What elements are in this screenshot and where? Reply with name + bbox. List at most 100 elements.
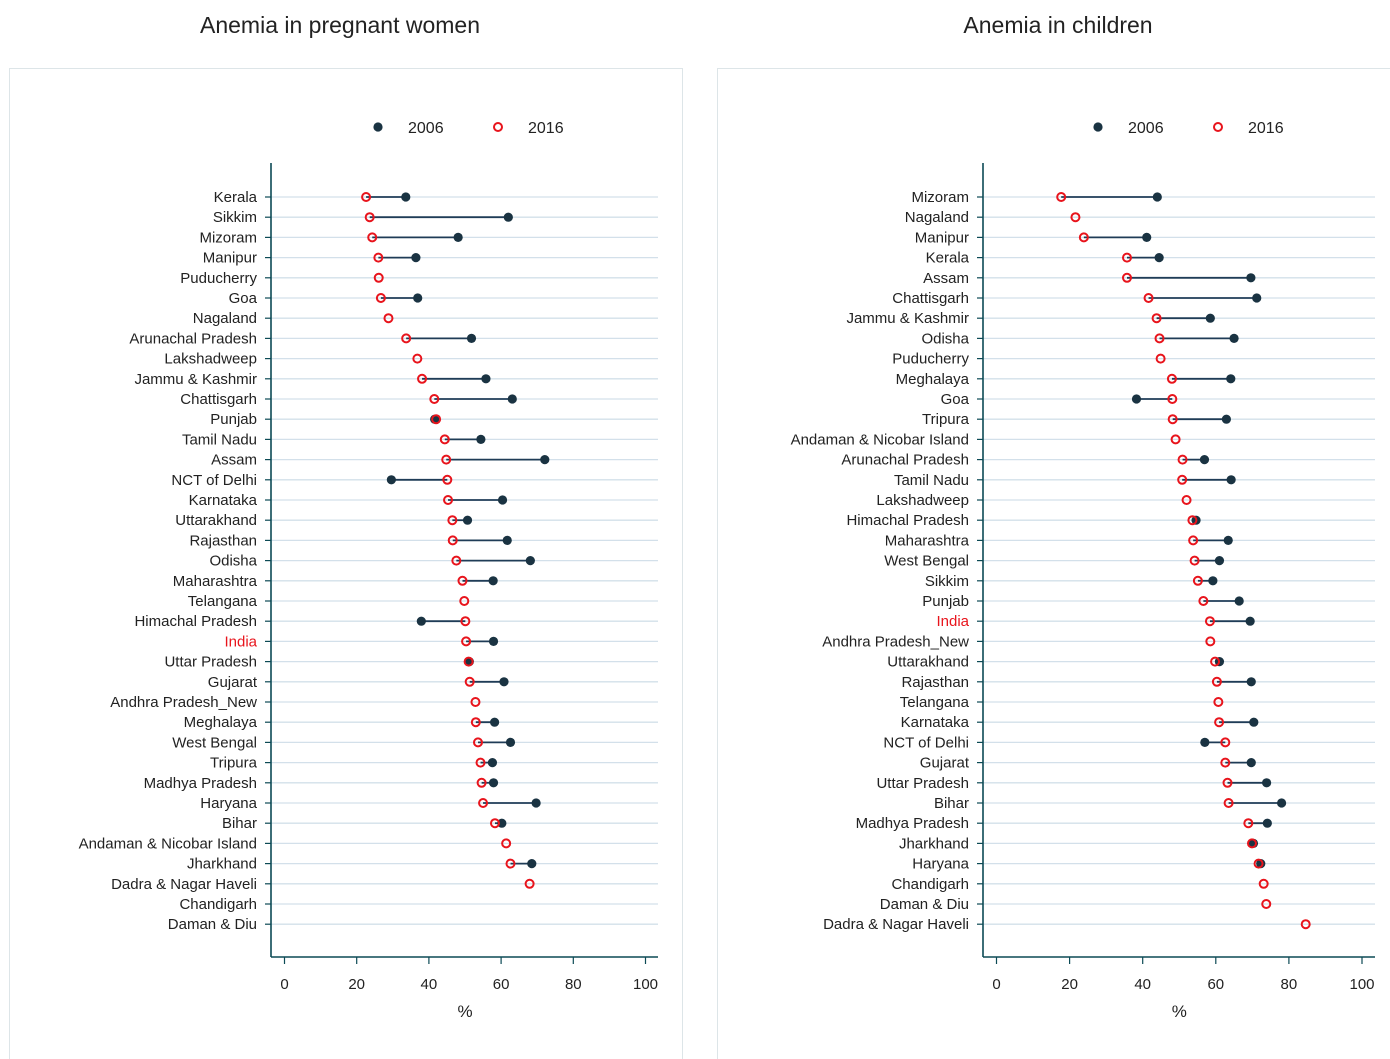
x-tick-label: 60 <box>493 976 510 993</box>
marker-2016 <box>1205 636 1216 647</box>
marker-2006 <box>1246 677 1256 687</box>
x-tick-label: 80 <box>565 976 582 993</box>
marker-2016 <box>1214 717 1225 728</box>
marker-2016 <box>1154 333 1165 344</box>
category-label: Odisha <box>921 330 969 347</box>
marker-2016 <box>417 373 428 384</box>
category-label: Tripura <box>210 755 258 772</box>
marker-2006 <box>1221 414 1231 424</box>
marker-2016 <box>442 474 453 485</box>
marker-2016 <box>457 575 468 586</box>
category-label: Manipur <box>203 250 257 267</box>
legend-marker-2016 <box>493 122 503 132</box>
category-label: Madhya Pradesh <box>856 815 969 832</box>
marker-2016 <box>470 697 481 707</box>
marker-2006 <box>453 232 463 242</box>
x-tick-label: 100 <box>1349 976 1374 993</box>
marker-2006 <box>1200 737 1210 748</box>
marker-2016 <box>1261 899 1272 909</box>
category-label: Dadra & Nagar Haveli <box>823 916 969 933</box>
marker-2016 <box>475 757 486 768</box>
marker-2016 <box>1222 777 1233 788</box>
category-label: Andhra Pradesh_New <box>822 633 969 650</box>
category-label: Lakshadweep <box>164 351 257 368</box>
marker-2016 <box>1210 656 1221 667</box>
marker-2006 <box>507 394 517 404</box>
category-label: India <box>224 633 257 650</box>
marker-2006 <box>1262 778 1272 788</box>
marker-2006 <box>416 616 426 626</box>
chart-children: Mizoram Nagaland Manipur Kerala Assam Chattis… <box>791 120 1375 1021</box>
marker-2016 <box>1166 373 1177 384</box>
marker-2016 <box>1220 757 1231 768</box>
category-label: Meghalaya <box>896 371 970 388</box>
x-tick-label: 80 <box>1281 976 1298 993</box>
marker-2016 <box>470 717 481 728</box>
marker-2016 <box>464 676 475 687</box>
marker-2016 <box>1187 515 1198 526</box>
marker-2006 <box>1229 333 1239 343</box>
category-label: Haryana <box>912 856 969 873</box>
legend-label-2016: 2016 <box>1248 120 1284 137</box>
category-label: Arunachal Pradesh <box>129 330 257 347</box>
category-label: Uttar Pradesh <box>164 654 257 671</box>
marker-2016 <box>1170 434 1181 445</box>
x-tick-label: 20 <box>1061 976 1078 993</box>
marker-2016 <box>1189 555 1200 566</box>
marker-2016 <box>1177 454 1188 465</box>
marker-2016 <box>1223 798 1234 808</box>
marker-2016 <box>361 192 372 202</box>
category-label: Goa <box>941 391 970 408</box>
category-label: Andhra Pradesh_New <box>110 694 257 711</box>
category-label: Gujarat <box>920 755 970 772</box>
marker-2006 <box>1199 455 1210 465</box>
marker-2016 <box>1300 919 1311 930</box>
marker-2006 <box>540 455 550 465</box>
marker-2016 <box>476 777 487 788</box>
category-label: Maharashtra <box>885 532 970 549</box>
category-label: Puducherry <box>180 270 257 287</box>
marker-2006 <box>1226 475 1236 485</box>
x-tick-label: 40 <box>1134 976 1151 993</box>
marker-2016 <box>501 838 512 849</box>
marker-2016 <box>1258 878 1269 889</box>
marker-2016 <box>1181 495 1192 505</box>
category-label: Manipur <box>915 229 969 246</box>
category-label: Sikkim <box>925 573 969 590</box>
category-label: Rajasthan <box>189 532 257 549</box>
chart-title-pregnant-women: Anemia in pregnant women <box>200 12 480 38</box>
marker-2016 <box>1211 676 1222 687</box>
marker-2016 <box>447 535 458 546</box>
category-label: Bihar <box>934 795 969 812</box>
marker-2016 <box>461 636 472 647</box>
marker-2006 <box>525 556 535 566</box>
category-label: Bihar <box>222 815 257 832</box>
legend-label-2016: 2016 <box>528 120 564 137</box>
marker-2006 <box>497 818 507 828</box>
category-label: NCT of Delhi <box>883 734 969 751</box>
chart-panel-children <box>717 68 1390 1059</box>
category-label: Gujarat <box>208 674 258 691</box>
category-label: Arunachal Pradesh <box>841 452 969 469</box>
marker-2016 <box>412 353 423 364</box>
category-label: Chattisgarh <box>180 391 257 408</box>
marker-2006 <box>1246 758 1256 768</box>
category-label: Punjab <box>210 411 257 428</box>
marker-2016 <box>1167 394 1178 404</box>
x-tick-label: 0 <box>992 976 1000 993</box>
marker-2016 <box>401 333 412 344</box>
marker-2016 <box>1056 192 1067 202</box>
category-label: Meghalaya <box>184 714 258 731</box>
marker-2016 <box>524 878 535 889</box>
category-label: Chattisgarh <box>892 290 969 307</box>
marker-2006 <box>531 798 541 808</box>
category-label: Nagaland <box>193 310 257 327</box>
category-label: Rajasthan <box>901 674 969 691</box>
category-label: Telangana <box>188 593 258 610</box>
x-tick-label: 100 <box>633 976 658 993</box>
marker-2016 <box>443 495 454 505</box>
category-label: Mizoram <box>911 189 969 206</box>
marker-2016 <box>460 616 471 627</box>
marker-2016 <box>1253 858 1264 869</box>
category-label: Tamil Nadu <box>182 431 257 448</box>
